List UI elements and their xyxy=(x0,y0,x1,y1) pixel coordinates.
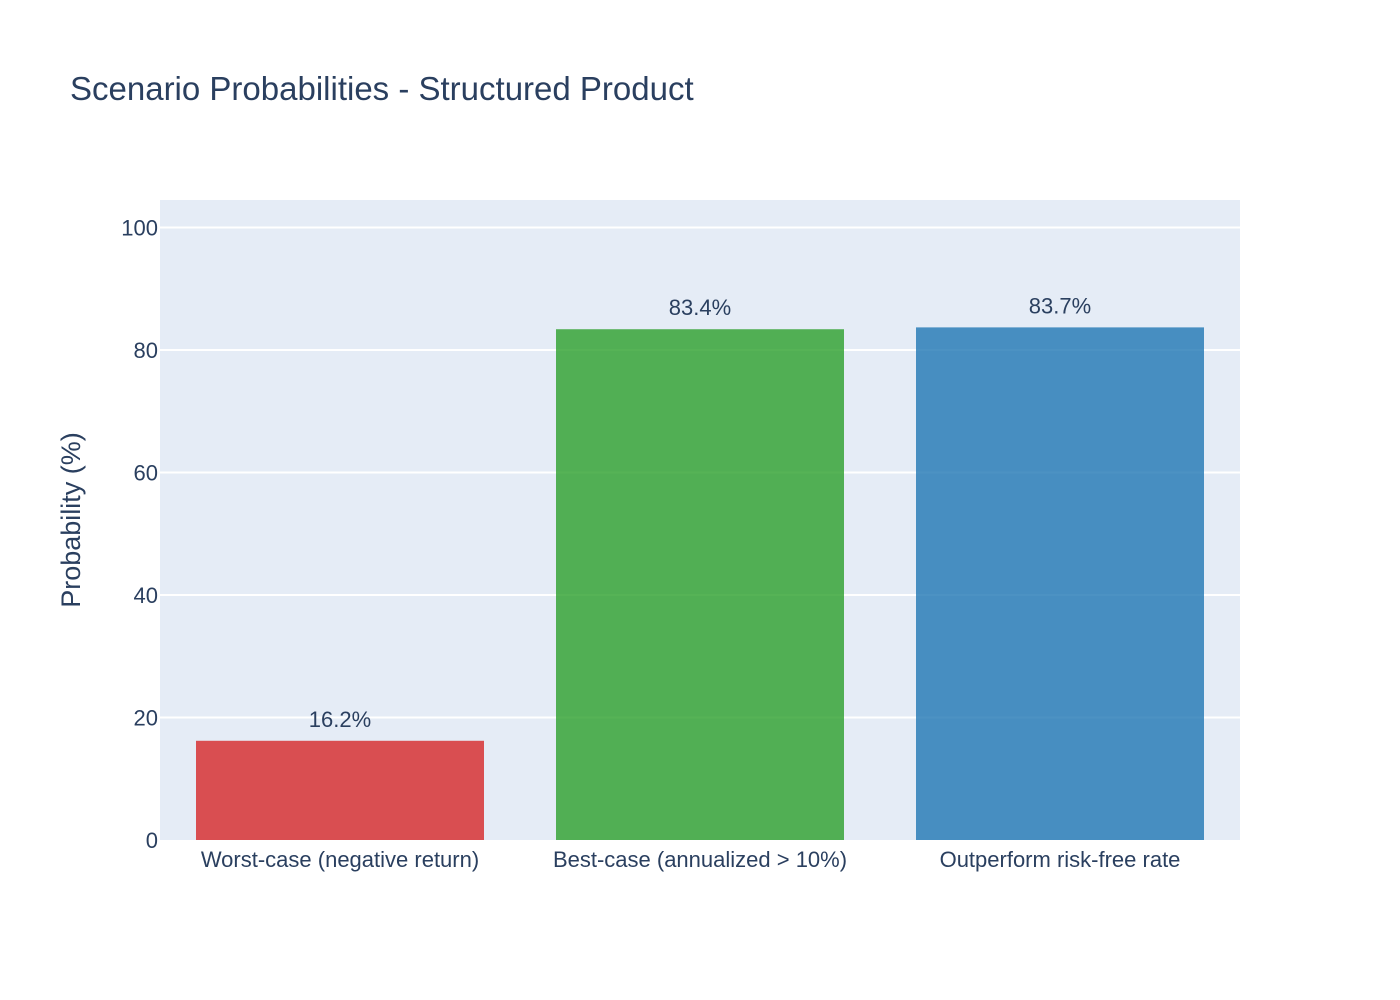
x-tick-label: Worst-case (negative return) xyxy=(201,847,479,872)
y-tick-label: 80 xyxy=(134,338,158,363)
y-tick-label: 0 xyxy=(146,828,158,853)
x-tick-label: Outperform risk-free rate xyxy=(940,847,1181,872)
y-tick-label: 100 xyxy=(121,216,158,241)
bar xyxy=(916,327,1204,840)
y-axis-title: Probability (%) xyxy=(56,432,86,608)
bar-value-label: 83.4% xyxy=(669,295,731,320)
y-tick-label: 60 xyxy=(134,461,158,486)
data-labels: 16.2% 83.4% 83.7% xyxy=(309,293,1091,731)
x-axis-ticks: Worst-case (negative return) Best-case (a… xyxy=(201,847,1181,872)
y-axis-ticks: 0 20 40 60 80 100 xyxy=(121,216,158,853)
bars xyxy=(196,327,1204,840)
bar xyxy=(196,740,484,840)
bar-value-label: 83.7% xyxy=(1029,293,1091,318)
chart-title: Scenario Probabilities - Structured Prod… xyxy=(70,70,694,107)
bar xyxy=(556,329,844,840)
y-tick-label: 20 xyxy=(134,706,158,731)
y-tick-label: 40 xyxy=(134,583,158,608)
bar-value-label: 16.2% xyxy=(309,707,371,732)
x-tick-label: Best-case (annualized > 10%) xyxy=(553,847,847,872)
